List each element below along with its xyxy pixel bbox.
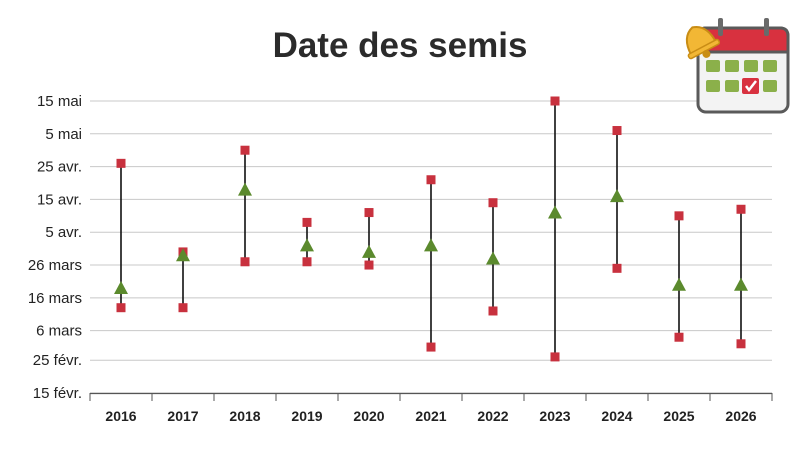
markers — [114, 96, 748, 362]
middle-triangle-marker — [734, 277, 748, 291]
x-tick-label: 2023 — [539, 408, 570, 424]
middle-triangle-marker — [672, 277, 686, 291]
y-tick-label: 15 févr. — [33, 385, 82, 402]
y-tick-label: 16 mars — [28, 290, 82, 307]
earliest-square-marker — [488, 306, 498, 316]
y-tick-labels: 15 févr. 25 févr. 6 mars 16 mars 26 mars 5 av… — [28, 93, 82, 402]
y-tick-label: 26 mars — [28, 257, 82, 274]
middle-triangle-marker — [548, 205, 562, 219]
calendar-bell-icon — [685, 18, 790, 114]
middle-triangle-marker — [424, 238, 438, 252]
middle-triangle-marker — [610, 189, 624, 203]
earliest-square-marker — [240, 257, 250, 267]
latest-square-marker — [550, 96, 560, 106]
y-tick-label: 5 mai — [45, 126, 82, 143]
earliest-square-marker — [674, 332, 684, 342]
x-tick-label: 2016 — [105, 408, 136, 424]
middle-triangle-marker — [238, 182, 252, 196]
middle-triangle-marker — [486, 251, 500, 265]
middle-triangle-marker — [300, 238, 314, 252]
middle-triangle-marker — [114, 281, 128, 295]
x-tick-label: 2019 — [291, 408, 322, 424]
x-tick-label: 2025 — [663, 408, 694, 424]
earliest-square-marker — [364, 260, 374, 270]
y-tick-label: 25 avr. — [37, 159, 82, 176]
latest-square-marker — [674, 211, 684, 221]
x-tick-label: 2018 — [229, 408, 260, 424]
middle-triangle-marker — [362, 244, 376, 258]
latest-square-marker — [240, 145, 250, 155]
earliest-square-marker — [116, 303, 126, 313]
x-tick-label: 2020 — [353, 408, 384, 424]
earliest-square-marker — [736, 339, 746, 349]
y-tick-label: 6 mars — [36, 323, 82, 340]
latest-square-marker — [302, 217, 312, 227]
x-tick-label: 2017 — [167, 408, 198, 424]
earliest-square-marker — [302, 257, 312, 267]
x-axis — [89, 392, 773, 401]
y-tick-label: 15 mai — [37, 93, 82, 110]
earliest-square-marker — [550, 352, 560, 362]
x-tick-label: 2021 — [415, 408, 446, 424]
latest-square-marker — [612, 126, 622, 136]
chart-title: Date des semis — [272, 26, 528, 65]
latest-square-marker — [488, 198, 498, 208]
y-tick-label: 25 févr. — [33, 352, 82, 369]
x-tick-label: 2026 — [725, 408, 756, 424]
x-tick-label: 2022 — [477, 408, 508, 424]
y-tick-label: 5 avr. — [45, 224, 82, 241]
latest-square-marker — [426, 175, 436, 185]
range-lines — [120, 101, 742, 357]
latest-square-marker — [116, 158, 126, 168]
latest-square-marker — [364, 208, 374, 218]
x-tick-label: 2024 — [601, 408, 632, 424]
earliest-square-marker — [426, 342, 436, 352]
earliest-square-marker — [612, 263, 622, 273]
earliest-square-marker — [178, 303, 188, 313]
x-tick-labels: 2016 2017 2018 2019 2020 2021 2022 2023 2024 2025… — [105, 408, 756, 424]
y-tick-label: 15 avr. — [37, 191, 82, 208]
latest-square-marker — [736, 204, 746, 214]
middle-triangle-marker — [176, 248, 190, 262]
